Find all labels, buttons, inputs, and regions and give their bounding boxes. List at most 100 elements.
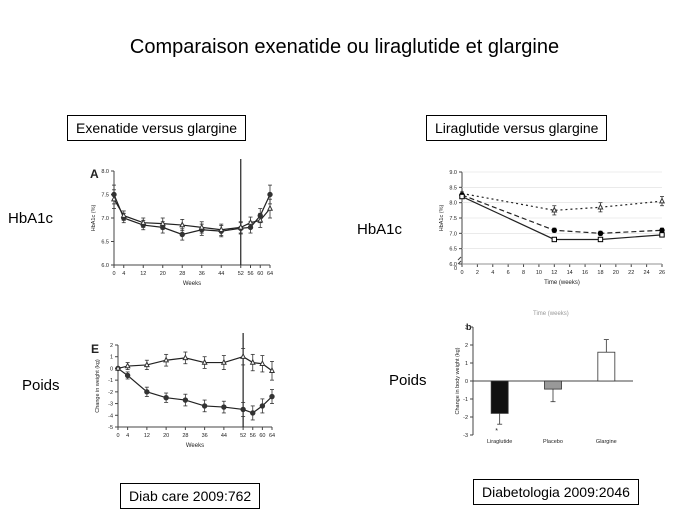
y-tick-label: 1 — [465, 361, 468, 367]
data-point — [240, 352, 247, 359]
x-tick-label: 56 — [250, 433, 256, 439]
category-label: Glargine — [596, 439, 617, 445]
x-tick-label: 52 — [238, 271, 244, 277]
data-point — [551, 227, 558, 233]
chart-lira_weight: b Time (weeks) -3 -2 -1 0 1 2 3 Change in body we… — [455, 311, 633, 445]
y-tick-label: 3 — [465, 325, 468, 331]
data-point — [269, 393, 275, 400]
y-tick-label: 0 — [465, 379, 468, 385]
x-tick-label: 16 — [582, 270, 588, 276]
x-tick-label: 64 — [269, 433, 275, 439]
data-point — [249, 358, 256, 365]
x-tick-label: 60 — [257, 271, 263, 277]
ref-right-box: Diabetologia 2009:2046 — [473, 479, 639, 505]
x-tick-label: 44 — [221, 433, 227, 439]
data-point — [220, 358, 227, 365]
x-axis-label: Weeks — [183, 281, 201, 287]
data-point — [159, 219, 166, 226]
data-point — [268, 366, 276, 373]
x-tick-label: 6 — [507, 270, 510, 276]
data-point — [179, 221, 186, 228]
y-tick-label: 8.0 — [449, 201, 457, 207]
x-tick-label: 4 — [126, 433, 129, 439]
data-point — [144, 389, 150, 395]
y-axis-label: Change in weight (kg) — [95, 359, 101, 413]
y-axis-label: HbA1c (%) — [91, 205, 97, 232]
x-tick-label: 12 — [144, 433, 150, 439]
exenatide-header: Exenatide versus glargine — [76, 120, 238, 136]
x-tick-label: 8 — [522, 270, 525, 276]
x-tick-label: 36 — [199, 271, 205, 277]
y-tick-label: -2 — [463, 415, 468, 421]
x-tick-label: 36 — [202, 433, 208, 439]
category-label: Placebo — [543, 439, 563, 445]
series-line-0 — [113, 194, 271, 236]
data-point — [597, 236, 604, 243]
chart-A: A 6.0 6.5 7.0 7.5 8.0 0 4 12 20 28 36 44 52 56 60 64 Week… — [90, 159, 273, 287]
y-tick-label: 6.5 — [449, 247, 457, 253]
y-axis-label: HbA1c (%) — [439, 205, 445, 232]
liraglutide-header-box: Liraglutide versus glargine — [426, 115, 608, 141]
y-tick-label: -5 — [108, 425, 113, 431]
y-axis-label: Change in body weight (kg) — [455, 347, 461, 414]
x-tick-label: 20 — [160, 271, 166, 277]
y-tick-label: -3 — [108, 402, 113, 408]
x-tick-label: 44 — [218, 271, 224, 277]
category-label: Liraglutide — [487, 439, 512, 445]
x-tick-label: 22 — [628, 270, 634, 276]
series-line-1 — [113, 198, 271, 231]
bar-liraglutide — [490, 380, 509, 414]
series-line-1 — [461, 194, 663, 234]
panel-letter: A — [90, 167, 99, 181]
x-tick-label: 52 — [240, 433, 246, 439]
y-tick-label: 6.0 — [101, 263, 109, 269]
x-axis-label: Weeks — [186, 443, 204, 449]
x-tick-label: 64 — [267, 271, 273, 277]
exenatide-header-box: Exenatide versus glargine — [67, 115, 247, 141]
x-tick-label: 12 — [140, 271, 146, 277]
data-point — [597, 230, 604, 237]
x-tick-label: 4 — [122, 271, 125, 277]
data-point — [218, 225, 225, 232]
data-point — [551, 236, 558, 243]
x-tick-label: 28 — [179, 271, 185, 277]
x-tick-label: 24 — [644, 270, 650, 276]
hba1c-left-label: HbA1c — [8, 210, 54, 227]
x-axis-label: Time (weeks) — [544, 280, 580, 286]
y-break-label: 0 — [454, 266, 457, 272]
y-tick-label: 6.5 — [101, 240, 109, 246]
data-point — [221, 404, 227, 410]
x-tick-label: 0 — [460, 270, 463, 276]
data-point — [257, 216, 264, 223]
liraglutide-header: Liraglutide versus glargine — [435, 120, 599, 136]
x-tick-label: 20 — [613, 270, 619, 276]
ref-left-box: Diab care 2009:762 — [120, 483, 261, 509]
data-point — [266, 204, 274, 211]
y-tick-label: 0 — [110, 366, 113, 372]
data-point — [182, 397, 189, 403]
x-tick-label: 28 — [182, 433, 188, 439]
data-point — [110, 195, 118, 202]
poids-left-label: Poids — [22, 377, 60, 394]
y-tick-label: 7.5 — [449, 216, 457, 222]
data-point — [237, 223, 244, 230]
x-tick-label: 20 — [163, 433, 169, 439]
x-tick-label: 4 — [491, 270, 494, 276]
data-point — [247, 218, 254, 225]
data-point — [179, 231, 185, 238]
poids-right-label: Poids — [389, 372, 427, 389]
x-tick-label: 10 — [536, 270, 542, 276]
series-line-1 — [117, 356, 273, 372]
data-point — [198, 223, 205, 230]
y-tick-label: -2 — [108, 390, 113, 396]
y-tick-label: 8.0 — [101, 169, 109, 175]
data-point — [120, 211, 127, 218]
axis-break — [457, 256, 462, 265]
y-tick-label: 7.5 — [101, 193, 109, 199]
data-point — [182, 354, 189, 361]
y-tick-label: 6.0 — [449, 262, 457, 268]
y-tick-label: 2 — [110, 343, 113, 349]
data-point — [124, 362, 131, 369]
data-point — [201, 358, 208, 365]
